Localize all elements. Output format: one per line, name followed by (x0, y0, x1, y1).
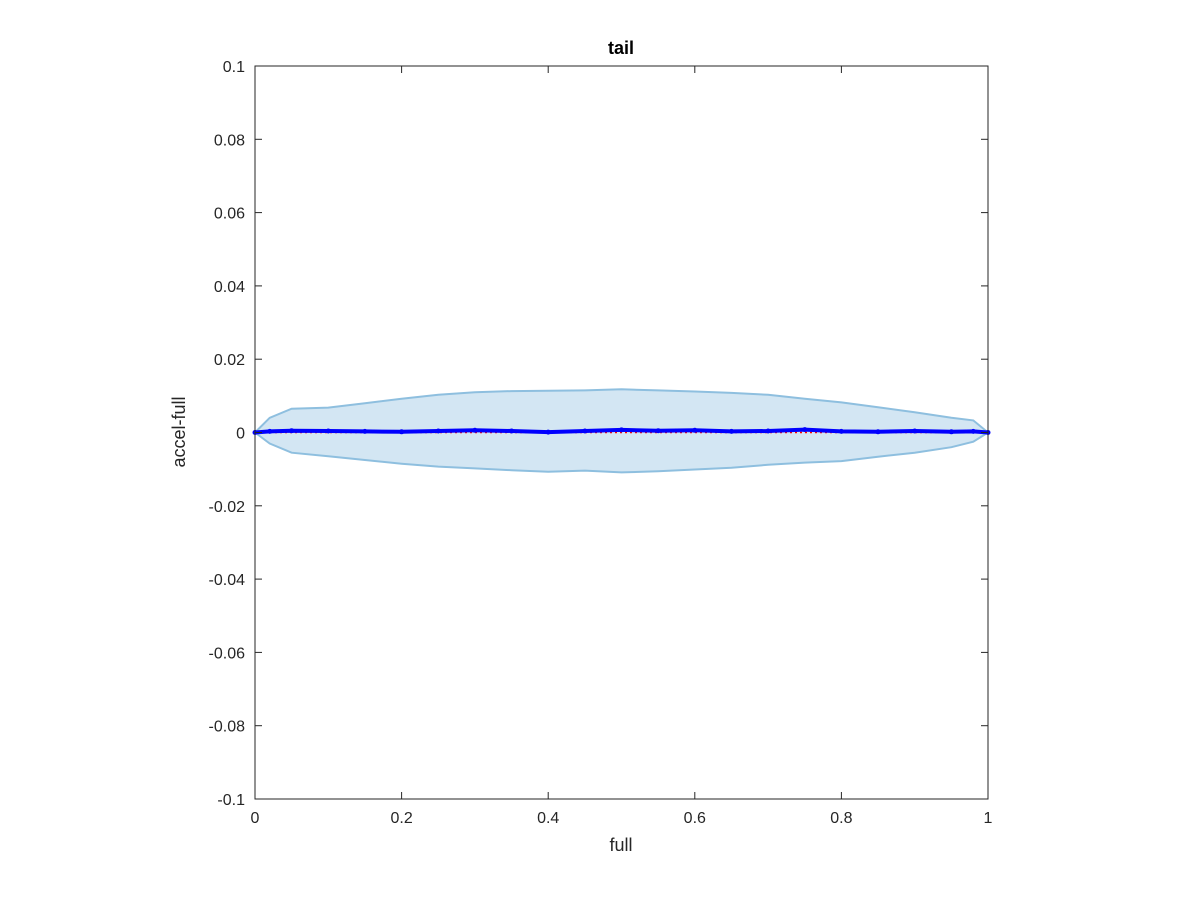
x-tick-label: 0.8 (830, 810, 852, 827)
x-tick-label: 0.6 (684, 810, 706, 827)
x-axis-title: full (609, 835, 632, 855)
x-tick-label: 0.4 (537, 810, 559, 827)
series-point (875, 429, 881, 435)
series-point (267, 428, 273, 434)
series-point (289, 428, 295, 434)
y-tick-label: 0.04 (214, 279, 245, 296)
series-point (692, 427, 698, 433)
series-point (545, 429, 551, 435)
y-tick-label: -0.04 (209, 572, 246, 589)
series-point (802, 427, 808, 433)
series-point (399, 429, 405, 435)
series-layer (252, 427, 991, 435)
y-axis-title: accel-full (169, 396, 189, 467)
y-tick-label: 0.06 (214, 206, 245, 223)
series-point (509, 428, 515, 434)
x-tick-label: 0 (251, 810, 260, 827)
band-upper-edge (254, 388, 989, 434)
series-point (765, 428, 771, 434)
series-point (582, 428, 588, 434)
y-tick-label: 0 (236, 426, 245, 443)
band-lower-edge (254, 431, 989, 474)
series-point (970, 428, 976, 434)
chart-title: tail (608, 38, 634, 58)
series-point (948, 429, 954, 435)
tick-layer: 0 0.2 0.4 0.6 0.8 1 0.1 0.08 0.06 0.04 0.02 0 -0.02 -… (209, 59, 993, 827)
series-point (619, 427, 624, 433)
series-point (362, 428, 368, 434)
y-tick-label: 0.1 (223, 59, 245, 76)
series-point (435, 428, 441, 434)
x-tick-label: 0.2 (390, 810, 412, 827)
series-point (472, 427, 478, 433)
y-tick-label: -0.1 (217, 792, 245, 809)
series-point (655, 428, 661, 434)
series-point (838, 428, 844, 434)
y-tick-label: -0.06 (209, 645, 246, 662)
y-tick-label: -0.08 (209, 719, 246, 736)
series-point (912, 428, 918, 434)
series-point (729, 428, 734, 434)
series-point (325, 428, 331, 434)
y-tick-label: -0.02 (209, 499, 246, 516)
x-tick-label: 1 (984, 810, 993, 827)
y-tick-label: 0.08 (214, 132, 245, 149)
y-tick-label: 0.02 (214, 352, 245, 369)
